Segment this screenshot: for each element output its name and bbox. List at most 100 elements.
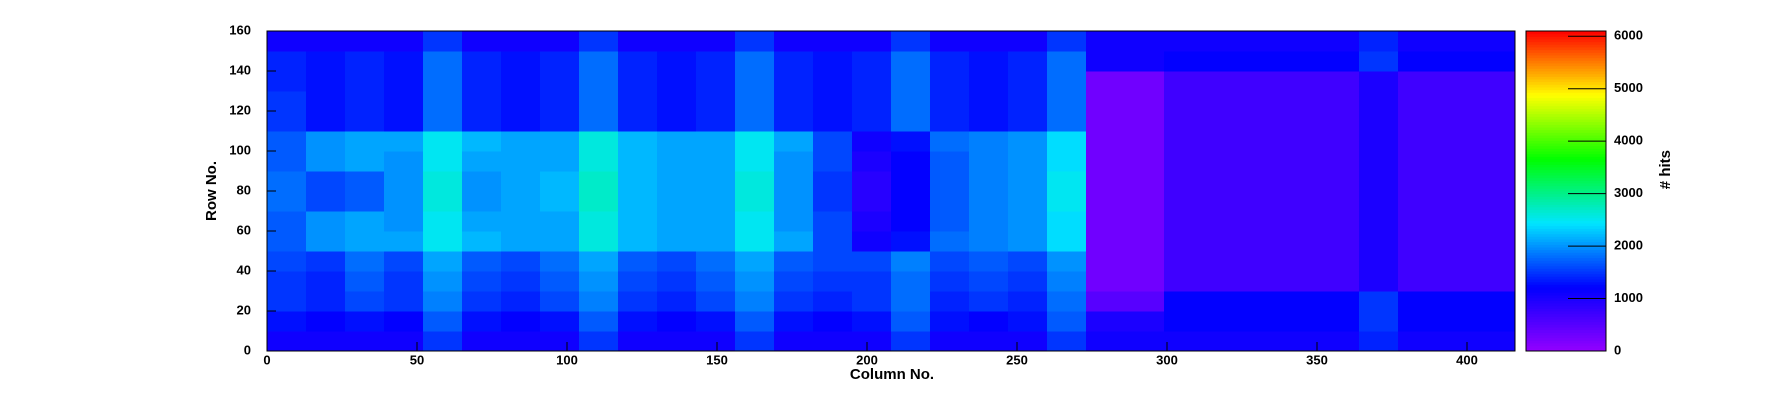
- heat-cell: [1281, 111, 1321, 132]
- heat-cell: [1047, 291, 1087, 312]
- heat-cell: [735, 151, 775, 172]
- heat-cell: [930, 311, 970, 332]
- colorbar-step: [1526, 324, 1606, 328]
- heat-cell: [1047, 211, 1087, 232]
- heat-cell: [540, 311, 580, 332]
- heat-cell: [852, 71, 892, 92]
- heat-cell: [306, 131, 346, 152]
- colorbar-step: [1526, 169, 1606, 173]
- heat-cell: [969, 71, 1009, 92]
- heat-cell: [1476, 211, 1516, 232]
- heat-cell: [618, 91, 658, 112]
- heat-cell: [1047, 251, 1087, 272]
- heat-cell: [1203, 151, 1243, 172]
- heat-cell: [1320, 31, 1360, 52]
- heat-cell: [462, 231, 502, 252]
- heat-cell: [1086, 131, 1126, 152]
- colorbar-step: [1526, 137, 1606, 141]
- heat-cell: [462, 171, 502, 192]
- heat-cell: [1164, 71, 1204, 92]
- heat-cell: [1047, 191, 1087, 212]
- heat-cell: [423, 311, 463, 332]
- heat-cell: [1125, 311, 1165, 332]
- colorbar-step: [1526, 329, 1606, 333]
- colorbar-step: [1526, 209, 1606, 213]
- heat-cell: [1125, 211, 1165, 232]
- heat-cell: [735, 31, 775, 52]
- colorbar-step: [1526, 204, 1606, 208]
- heat-cell: [501, 91, 541, 112]
- heat-cell: [540, 331, 580, 352]
- heat-cell: [1320, 311, 1360, 332]
- heat-cell: [384, 71, 424, 92]
- heat-cell: [1008, 291, 1048, 312]
- heat-cell: [813, 271, 853, 292]
- heat-cell: [1203, 171, 1243, 192]
- colorbar-step: [1526, 52, 1606, 56]
- heat-cell: [540, 251, 580, 272]
- heat-cell: [1242, 111, 1282, 132]
- colorbar-step: [1526, 300, 1606, 304]
- heat-cell: [1086, 291, 1126, 312]
- heat-cell: [384, 111, 424, 132]
- colorbar-step: [1526, 260, 1606, 264]
- colorbar-step: [1526, 49, 1606, 53]
- heat-cell: [384, 151, 424, 172]
- heat-cell: [1476, 31, 1516, 52]
- z-tick-label: 6000: [1614, 28, 1643, 43]
- colorbar-step: [1526, 89, 1606, 93]
- colorbar-step: [1526, 33, 1606, 37]
- heat-cell: [306, 151, 346, 172]
- heat-cell: [852, 191, 892, 212]
- heat-cell: [267, 71, 307, 92]
- heat-cell: [735, 311, 775, 332]
- colorbar-step: [1526, 284, 1606, 288]
- heat-cell: [735, 211, 775, 232]
- heat-cell: [969, 191, 1009, 212]
- heat-cell: [1242, 51, 1282, 72]
- heat-cell: [345, 171, 385, 192]
- heat-cell: [501, 311, 541, 332]
- heat-cell: [813, 231, 853, 252]
- heat-cell: [891, 71, 931, 92]
- heat-cell: [1476, 331, 1516, 352]
- colorbar-step: [1526, 175, 1606, 179]
- heat-cell: [1437, 251, 1477, 272]
- colorbar-step: [1526, 305, 1606, 309]
- colorbar-step: [1526, 100, 1606, 104]
- colorbar-step: [1526, 233, 1606, 237]
- heat-cell: [969, 171, 1009, 192]
- heat-cell: [813, 211, 853, 232]
- colorbar-step: [1526, 57, 1606, 61]
- heat-cell: [774, 251, 814, 272]
- x-tick-label: 250: [1006, 352, 1028, 367]
- heat-cell: [1125, 111, 1165, 132]
- colorbar-step: [1526, 236, 1606, 240]
- x-tick-label: 300: [1156, 352, 1178, 367]
- heat-cell: [267, 271, 307, 292]
- heat-cell: [345, 311, 385, 332]
- heat-cell: [852, 251, 892, 272]
- heat-cell: [1398, 171, 1438, 192]
- heat-cell: [1164, 131, 1204, 152]
- heat-cell: [267, 171, 307, 192]
- heat-cell: [1281, 191, 1321, 212]
- heat-cell: [891, 251, 931, 272]
- heat-cell: [969, 271, 1009, 292]
- heat-cell: [579, 251, 619, 272]
- heat-cell: [969, 51, 1009, 72]
- heat-cell: [1398, 31, 1438, 52]
- heat-cell: [384, 191, 424, 212]
- heat-cell: [774, 71, 814, 92]
- colorbar-step: [1526, 249, 1606, 253]
- heat-cell: [267, 31, 307, 52]
- heat-cell: [384, 91, 424, 112]
- colorbar-step: [1526, 127, 1606, 131]
- heat-cell: [852, 291, 892, 312]
- colorbar-step: [1526, 159, 1606, 163]
- heat-cell: [618, 311, 658, 332]
- colorbar-step: [1526, 311, 1606, 315]
- heat-cell: [930, 31, 970, 52]
- heat-cell: [657, 231, 697, 252]
- heat-cell: [540, 271, 580, 292]
